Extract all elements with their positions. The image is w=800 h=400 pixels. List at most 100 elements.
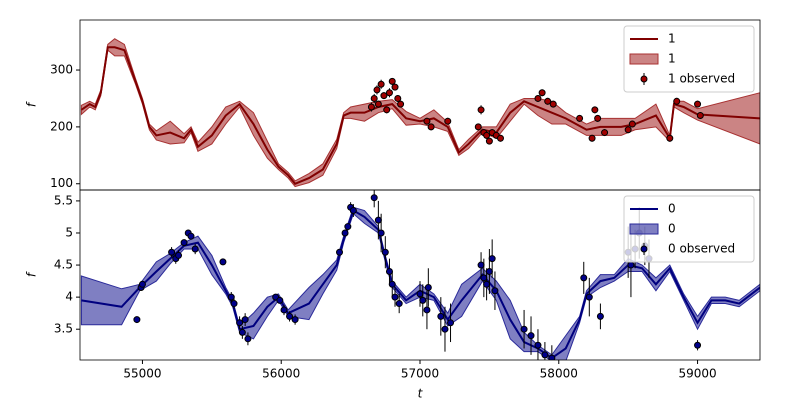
- observed-point: [601, 129, 609, 137]
- observed-point: [423, 306, 431, 314]
- observed-point: [219, 258, 227, 266]
- mean-line: [81, 209, 760, 360]
- mean-line: [80, 46, 760, 185]
- observed-point: [236, 319, 244, 327]
- x-tick-label: 57000: [401, 367, 439, 381]
- legend: 0 0 0 observed: [623, 195, 755, 263]
- observed-point: [276, 296, 284, 304]
- observed-point: [594, 114, 602, 122]
- observed-point: [191, 245, 199, 253]
- observed-point: [496, 134, 504, 142]
- observed-point: [286, 312, 294, 320]
- observed-point: [627, 261, 635, 269]
- observed-point: [388, 77, 396, 85]
- observed-point: [133, 316, 141, 324]
- observed-point: [230, 300, 238, 308]
- observed-point: [666, 134, 674, 142]
- observed-point: [341, 229, 349, 237]
- observed-point: [628, 120, 636, 128]
- observed-point: [244, 335, 252, 343]
- observed-point: [395, 300, 403, 308]
- observed-point: [380, 92, 388, 100]
- observed-point: [580, 274, 588, 282]
- observed-point: [367, 103, 375, 111]
- observed-point: [585, 293, 593, 301]
- observed-point: [175, 251, 183, 259]
- observed-point: [370, 194, 378, 202]
- observed-point: [397, 100, 405, 108]
- observed-point: [344, 223, 352, 231]
- observed-point: [336, 248, 344, 256]
- observed-point: [538, 89, 546, 97]
- x-tick-label: 58000: [540, 367, 578, 381]
- legend-label: 1: [668, 32, 676, 46]
- observed-point: [527, 332, 535, 340]
- observed-point: [391, 83, 399, 91]
- observed-point: [138, 280, 146, 288]
- legend: 1 1 1 observed: [623, 25, 755, 93]
- legend-label: 1 observed: [668, 72, 735, 86]
- observed-point: [370, 94, 378, 102]
- observed-point: [488, 255, 496, 263]
- observed-point: [385, 267, 393, 275]
- observed-point: [483, 280, 491, 288]
- legend-patch: [629, 53, 659, 65]
- observed-point: [374, 100, 382, 108]
- observed-point: [541, 351, 549, 359]
- plot-area: [80, 38, 760, 188]
- observed-point: [444, 117, 452, 125]
- legend-label: 0: [668, 222, 676, 236]
- observed-point: [349, 207, 357, 215]
- observed-point: [280, 306, 288, 314]
- observed-point: [544, 97, 552, 105]
- observed-point: [424, 284, 432, 292]
- observed-point: [187, 232, 195, 240]
- observed-point: [427, 123, 435, 131]
- observed-point: [694, 341, 702, 349]
- observed-point: [534, 341, 542, 349]
- observed-point: [696, 112, 704, 120]
- y-tick-label: 3.5: [54, 322, 73, 336]
- observed-point: [241, 316, 249, 324]
- plot-area: [80, 190, 760, 360]
- observed-point: [485, 267, 493, 275]
- y-tick-label: 200: [50, 119, 73, 133]
- observed-point: [381, 248, 389, 256]
- observed-point: [588, 134, 596, 142]
- observed-point: [383, 106, 391, 114]
- legend-marker: [640, 75, 648, 83]
- observed-point: [549, 100, 557, 108]
- observed-point: [534, 94, 542, 102]
- observed-point: [491, 287, 499, 295]
- observed-point: [520, 325, 528, 333]
- x-axis-label: t: [418, 387, 424, 400]
- legend-label: 0: [668, 202, 676, 216]
- confidence-band: [80, 206, 760, 360]
- legend-marker: [640, 245, 648, 253]
- observed-point: [673, 97, 681, 105]
- observed-point: [477, 261, 485, 269]
- observed-point: [391, 293, 399, 301]
- observed-point: [168, 248, 176, 256]
- observed-point: [394, 94, 402, 102]
- observed-point: [374, 216, 382, 224]
- legend-box: [623, 195, 755, 263]
- y-tick-label: 100: [50, 176, 73, 190]
- observed-point: [385, 89, 393, 97]
- x-tick-label: 56000: [262, 367, 300, 381]
- legend-label: 0 observed: [668, 242, 735, 256]
- observed-point: [377, 229, 385, 237]
- observed-point: [624, 126, 632, 134]
- observed-point: [377, 80, 385, 88]
- observed-point: [437, 312, 445, 320]
- observed-point: [373, 86, 381, 94]
- confidence-band: [80, 38, 760, 188]
- observed-point: [441, 325, 449, 333]
- observed-point: [180, 239, 188, 247]
- observed-point: [477, 106, 485, 114]
- observed-point: [485, 137, 493, 145]
- x-tick-label: 59000: [678, 367, 716, 381]
- observed-point: [591, 106, 599, 114]
- observed-point: [483, 131, 491, 139]
